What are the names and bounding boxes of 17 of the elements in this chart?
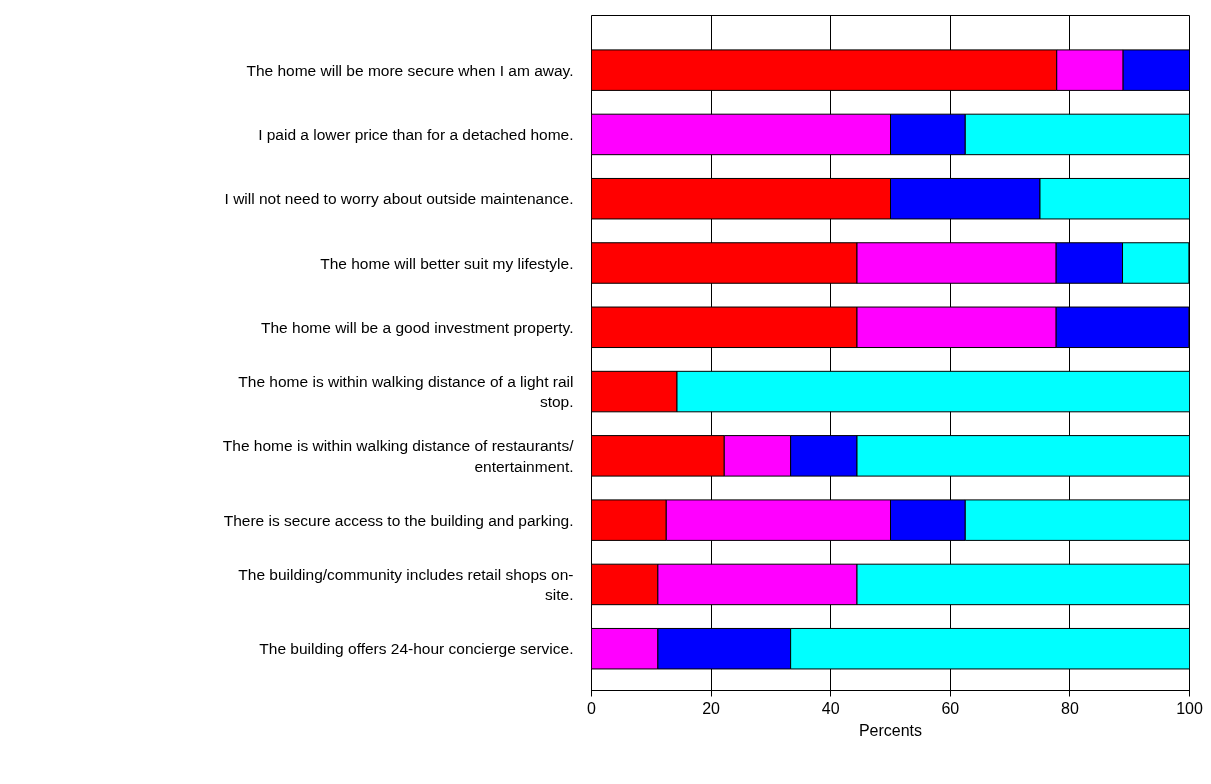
y-tick-label: There is secure access to the building and parking. [223,511,574,529]
y-tick-label: I will not need to worry about outside maintenance. [224,190,574,208]
y-tick-label: The building offers 24-hour concierge service. [259,640,574,658]
x-tick-label: 100 [1176,699,1203,717]
y-tick-label: The home is within walking distance of a light rail stop. [238,372,574,411]
x-tick-label: 80 [1061,699,1079,717]
x-axis-title: Percents [858,721,923,739]
y-tick-label: I paid a lower price than for a detached home. [258,125,574,143]
y-tick-label: The home will be more secure when I am away. [246,61,574,79]
x-tick-label: 60 [941,699,960,717]
x-tick-label: 0 [587,699,597,717]
y-tick-label: The home will better suit my lifestyle. [320,254,574,272]
y-tick-label: The home is within walking distance of restaurants/ entertainment. [222,437,575,475]
x-tick-label: 20 [702,699,721,717]
x-tick-label: 40 [821,699,840,717]
y-tick-label: The home will be a good investment property. [261,318,574,336]
y-tick-label: The building/community includes retail shops on-site. [238,565,574,604]
